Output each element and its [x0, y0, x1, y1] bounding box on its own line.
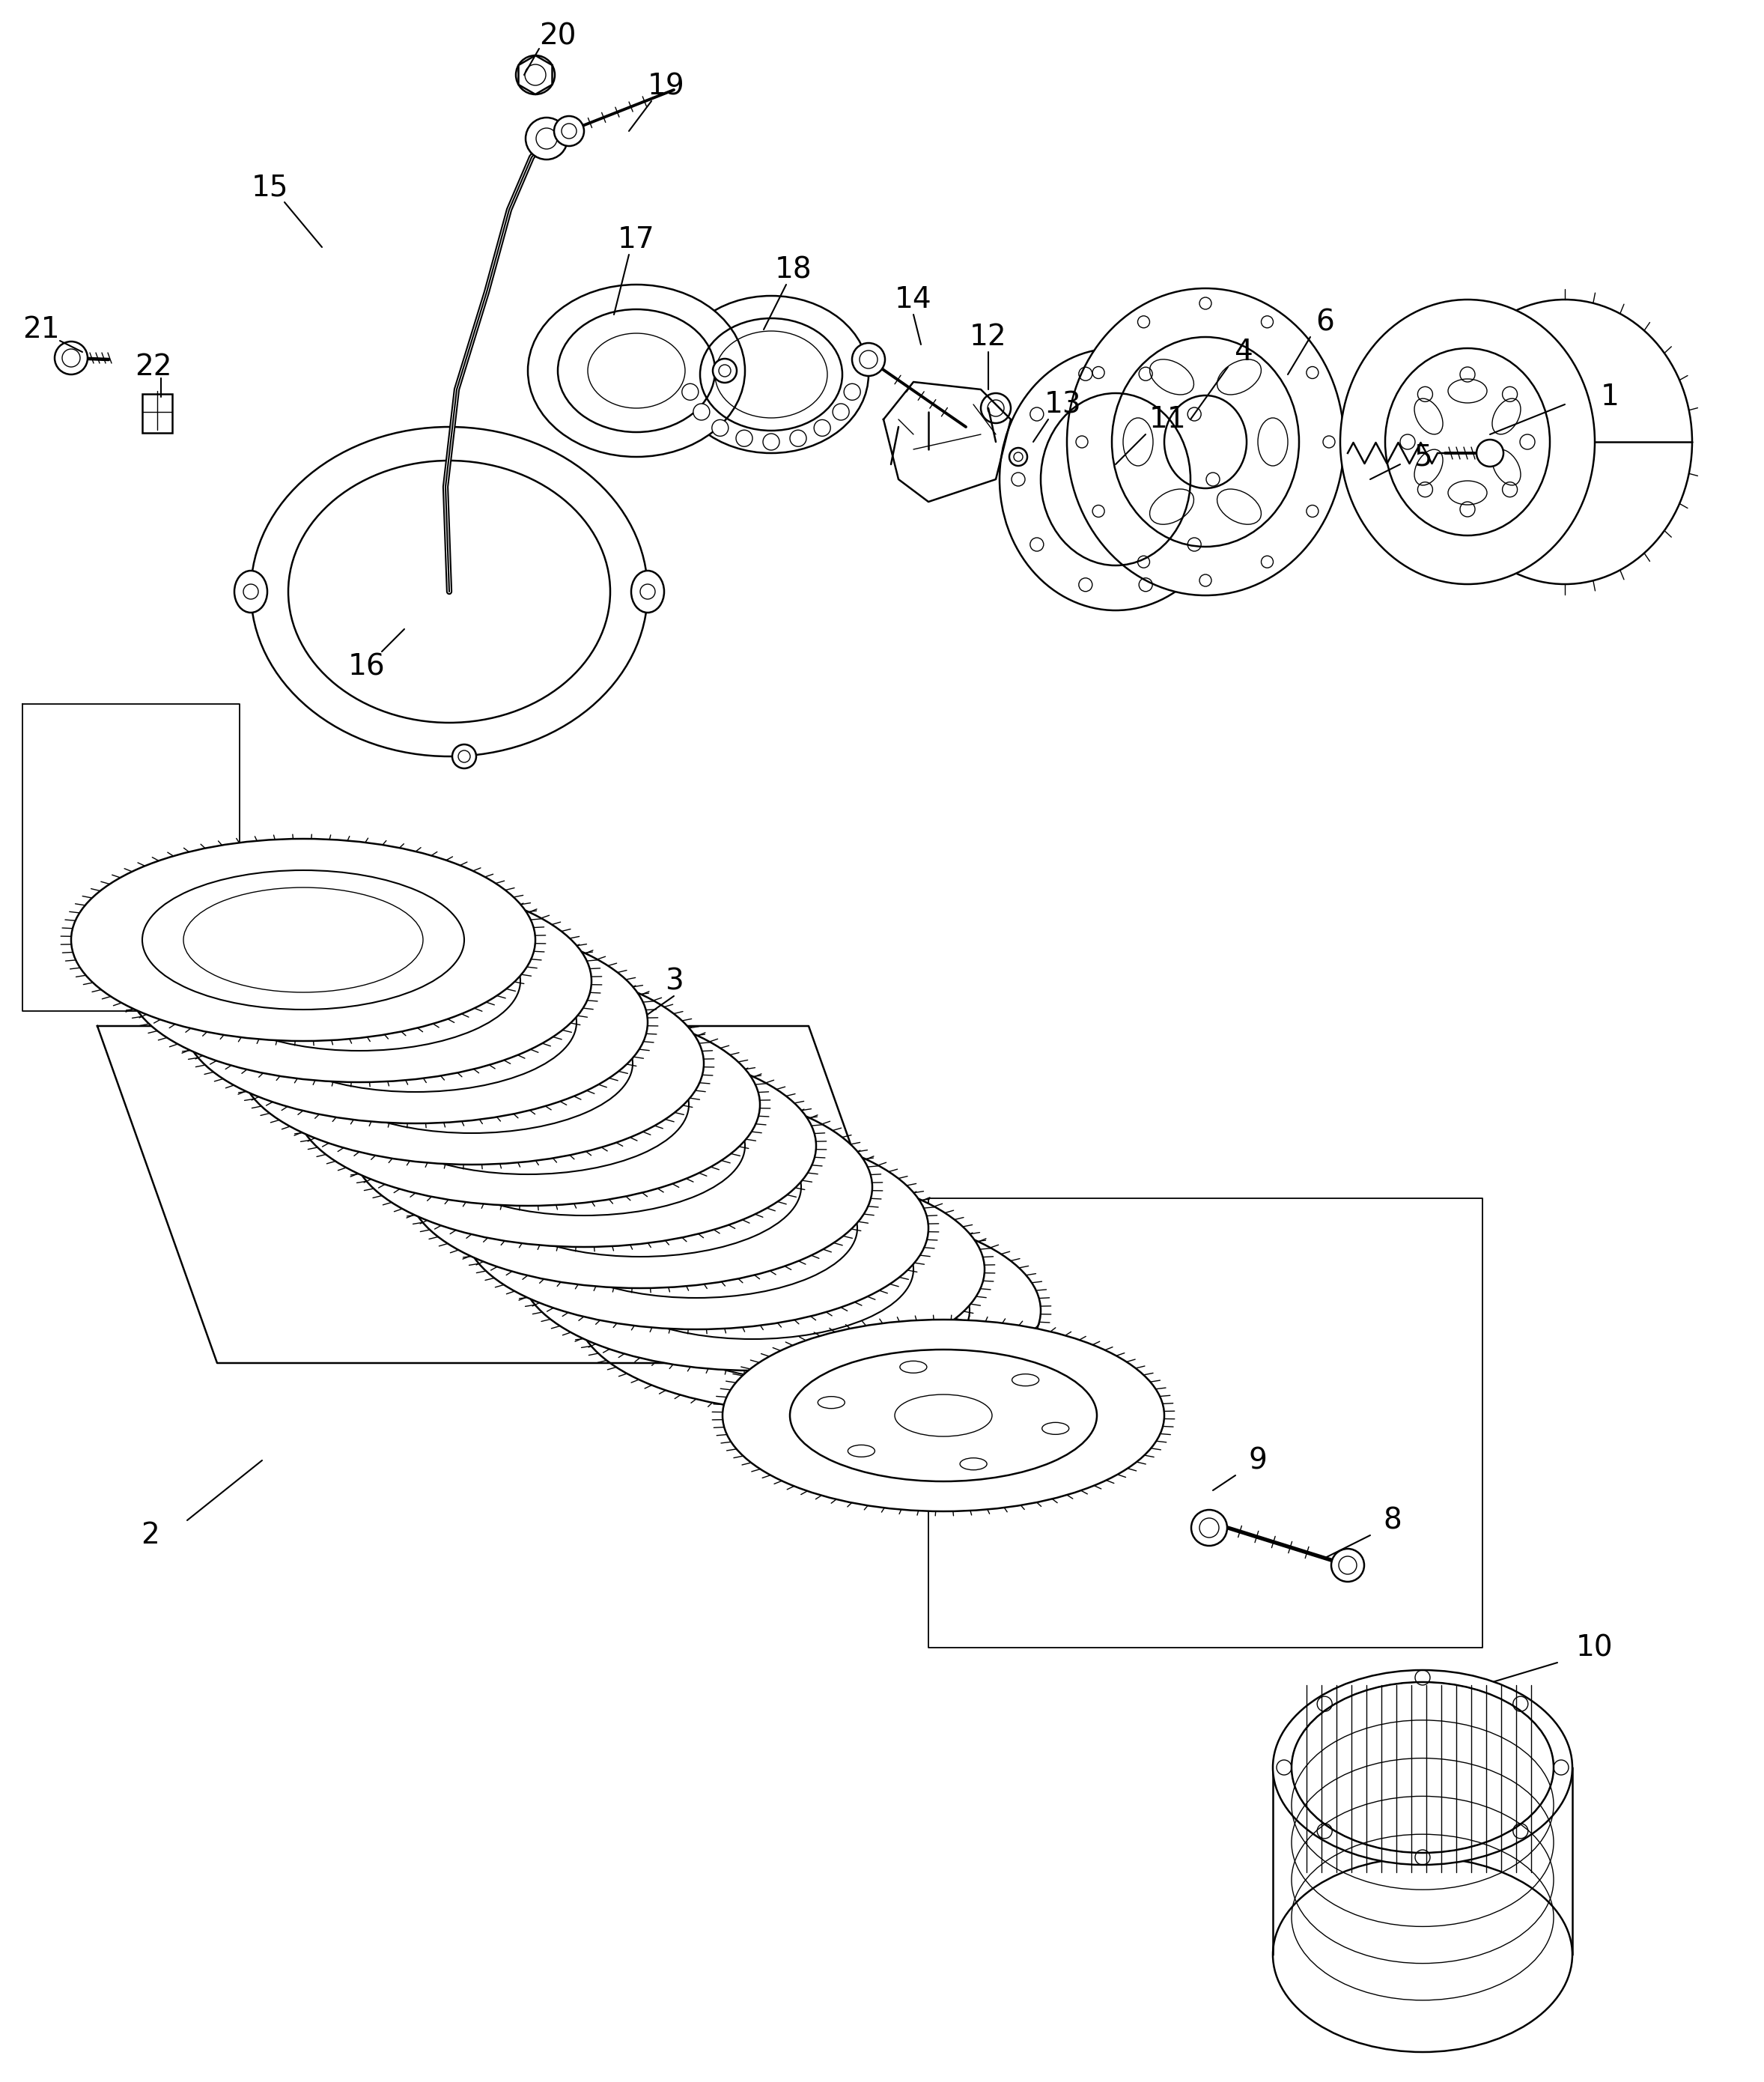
Ellipse shape [632, 570, 663, 612]
Circle shape [833, 404, 848, 421]
Ellipse shape [1067, 287, 1344, 595]
Text: 9: 9 [1249, 1447, 1267, 1474]
Ellipse shape [577, 1210, 1041, 1412]
Circle shape [515, 56, 556, 94]
Circle shape [693, 404, 709, 421]
Ellipse shape [127, 881, 591, 1083]
Text: 22: 22 [136, 352, 173, 381]
Text: 16: 16 [348, 652, 386, 681]
Circle shape [736, 431, 753, 446]
Text: 12: 12 [970, 323, 1007, 352]
Circle shape [526, 117, 568, 160]
Circle shape [852, 344, 886, 377]
Ellipse shape [1341, 300, 1595, 585]
Ellipse shape [464, 1126, 928, 1328]
Bar [143, 393, 173, 433]
Text: 13: 13 [1044, 389, 1081, 418]
Circle shape [55, 341, 88, 375]
Circle shape [1009, 448, 1027, 466]
Text: 10: 10 [1577, 1634, 1614, 1661]
Text: 1: 1 [1600, 383, 1619, 410]
Circle shape [554, 117, 584, 146]
Circle shape [1191, 1509, 1228, 1545]
Circle shape [813, 421, 831, 435]
Text: 18: 18 [774, 256, 811, 283]
Ellipse shape [183, 920, 647, 1124]
Circle shape [683, 383, 699, 400]
Text: 14: 14 [894, 285, 931, 314]
Ellipse shape [723, 1320, 1164, 1512]
Circle shape [843, 383, 861, 400]
Ellipse shape [296, 1004, 760, 1205]
Ellipse shape [527, 285, 744, 456]
Text: 15: 15 [250, 173, 288, 202]
Ellipse shape [1000, 348, 1231, 610]
Ellipse shape [407, 1087, 871, 1289]
Ellipse shape [1274, 1670, 1572, 1865]
Text: 11: 11 [1150, 406, 1187, 433]
Text: 17: 17 [617, 225, 654, 254]
Ellipse shape [240, 962, 704, 1164]
Ellipse shape [71, 839, 534, 1041]
Text: 21: 21 [23, 314, 60, 344]
Text: 2: 2 [141, 1522, 159, 1549]
Circle shape [713, 421, 729, 435]
Circle shape [713, 358, 737, 383]
Text: 19: 19 [647, 73, 684, 100]
Ellipse shape [520, 1168, 984, 1370]
Ellipse shape [1438, 300, 1692, 585]
Text: 8: 8 [1383, 1505, 1402, 1534]
Circle shape [981, 393, 1011, 423]
Circle shape [1332, 1549, 1364, 1582]
Text: 20: 20 [540, 21, 577, 50]
Text: 4: 4 [1233, 337, 1252, 366]
Text: 3: 3 [665, 966, 683, 995]
Circle shape [790, 431, 806, 446]
Text: 7: 7 [993, 1349, 1013, 1378]
Ellipse shape [351, 1045, 817, 1247]
Circle shape [764, 433, 780, 450]
Circle shape [452, 745, 476, 768]
Circle shape [1476, 439, 1503, 466]
Ellipse shape [1274, 1857, 1572, 2053]
Ellipse shape [235, 570, 268, 612]
Text: 6: 6 [1316, 308, 1335, 337]
Ellipse shape [674, 296, 868, 454]
Text: 5: 5 [1413, 443, 1432, 471]
